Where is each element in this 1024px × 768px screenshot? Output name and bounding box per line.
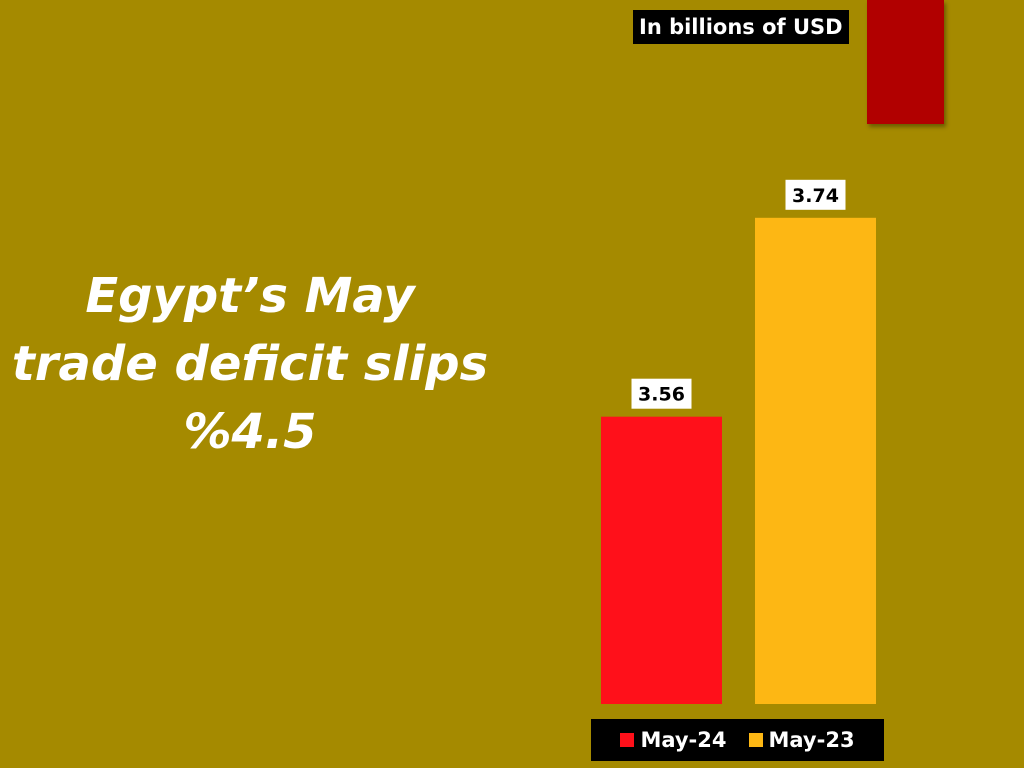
chart-legend: May-24 May-23 (591, 719, 884, 761)
data-label-box (785, 179, 846, 210)
headline-line-2: trade deficit slips (11, 336, 489, 392)
data-label: 3.74 (792, 185, 839, 207)
legend-item-may-23: May-23 (748, 728, 855, 752)
bar-may-24 (601, 416, 722, 704)
data-label-box (631, 378, 692, 409)
legend-swatch (620, 733, 635, 747)
legend-label: May-23 (768, 728, 855, 752)
legend-swatch (748, 733, 763, 747)
data-label: 3.56 (638, 384, 685, 406)
legend-item-may-24: May-24 (620, 728, 727, 752)
headline-line-3: %4.5 (183, 404, 317, 460)
unit-label: In billions of USD (633, 10, 849, 44)
bar-may-23 (755, 217, 876, 705)
headline: Egypt’s May trade deficit slips %4.5 (10, 262, 490, 466)
headline-line-1: Egypt’s May (85, 268, 415, 324)
legend-label: May-24 (640, 728, 727, 752)
decorative-corner-tab (867, 0, 944, 124)
